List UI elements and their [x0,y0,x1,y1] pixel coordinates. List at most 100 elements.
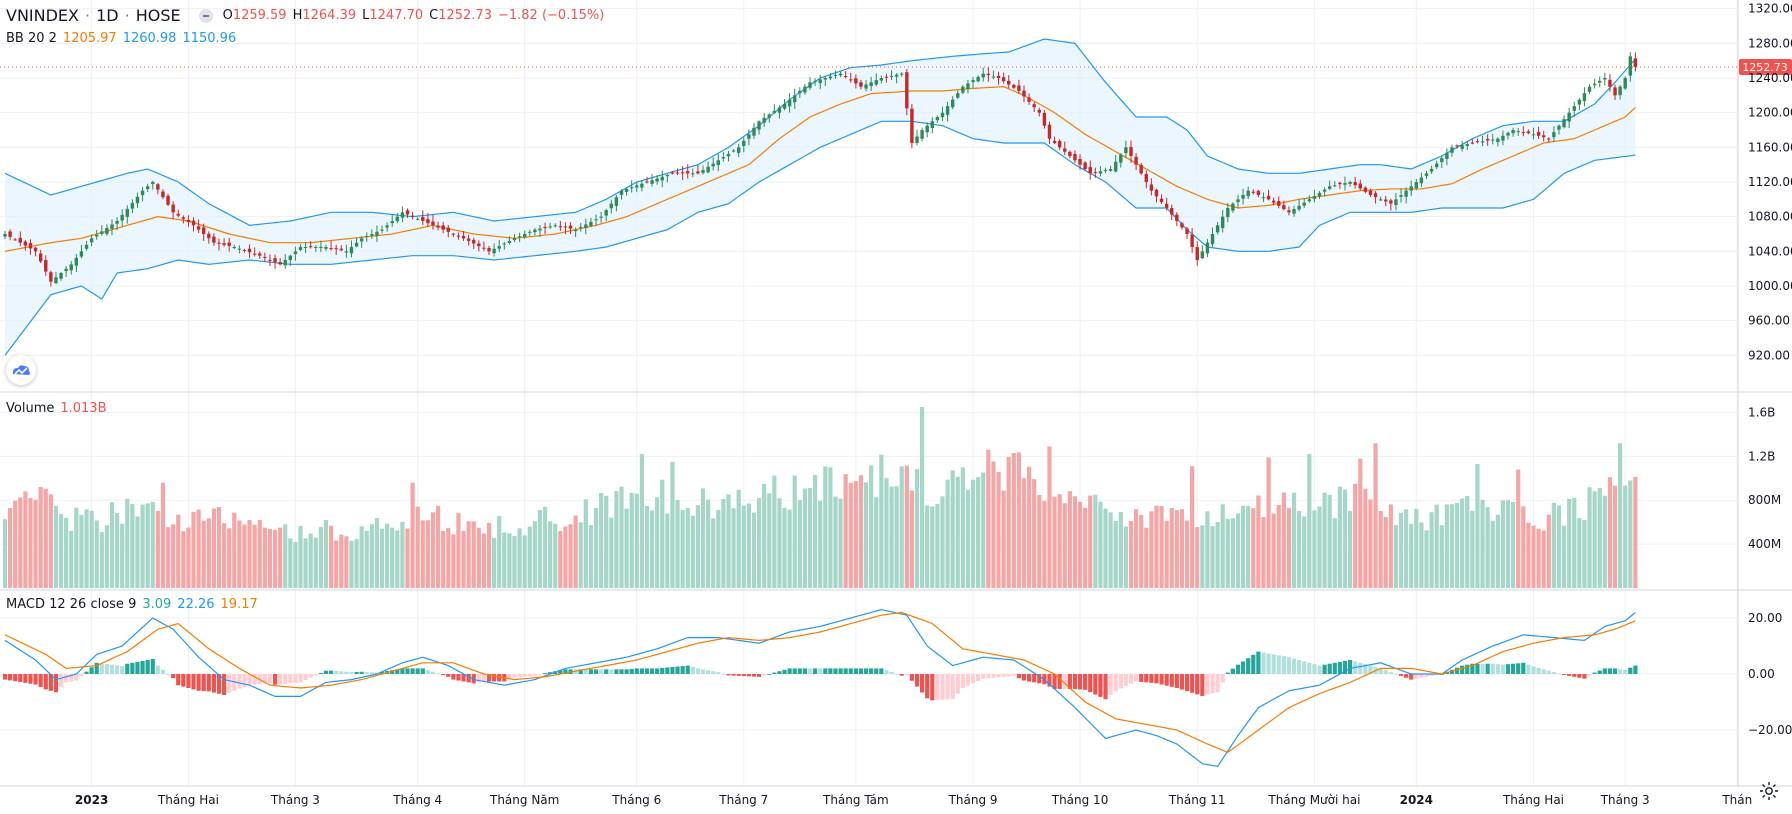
volume-bar [858,475,864,588]
candle [79,244,84,259]
candle-body [1491,139,1495,141]
candle-body [579,227,583,229]
candle-body [1215,225,1220,233]
bb-legend-name: BB 20 2 [6,31,57,46]
volume-bar [935,503,940,588]
candle [100,225,104,236]
volume-bar [1149,511,1154,588]
symbol-name[interactable]: VNINDEX [6,6,79,25]
gear-icon[interactable] [1758,780,1780,802]
bb-legend[interactable]: BB 20 2 1205.97 1260.98 1150.96 [6,31,236,46]
candle-body [227,242,231,246]
volume-bar [405,528,410,588]
candle [543,222,547,235]
candle-body [1501,135,1505,141]
volume-bar [1113,520,1118,588]
candle-body [747,134,751,139]
candle [1164,197,1169,211]
volume-bar [425,520,430,588]
macd-histogram-bar [981,674,986,679]
tradingview-cloud-icon[interactable] [6,355,36,385]
volume-bar [1297,510,1302,588]
symbol-interval[interactable]: 1D [96,6,119,25]
candle-body [1047,124,1052,139]
volume-bar [1083,507,1088,588]
candle-body [1516,131,1520,133]
candle-body [843,76,848,78]
candle [166,193,170,207]
candle [1577,97,1582,111]
candle-body [522,234,527,237]
candle [976,75,980,83]
macd-axis-label: 0.00 [1748,667,1775,681]
candle [456,232,461,240]
volume-bar [599,493,604,588]
candle-body [120,214,124,221]
candle [171,201,175,220]
candle [966,79,970,94]
candle [558,220,563,231]
volume-bar [1088,495,1093,588]
candle [1185,226,1189,240]
candle-body [787,99,792,107]
candle-body [395,216,400,222]
volume-bar [1271,513,1276,588]
macd-histogram-bar [1317,665,1322,674]
candle [1078,154,1082,170]
volume-bar [1516,469,1521,588]
volume-bar [1062,503,1067,588]
macd-histogram-bar [1001,674,1006,677]
volume-legend[interactable]: Volume 1.013B [6,401,107,416]
candle-body [1567,112,1571,122]
candle [635,181,639,193]
symbol-exchange[interactable]: HOSE [135,6,181,25]
candle [594,214,598,227]
candle-body [956,93,960,98]
candle-body [731,150,736,152]
macd-histogram-bar [721,673,726,675]
macd-legend[interactable]: MACD 12 26 close 9 3.09 22.26 19.17 [6,597,258,612]
candle-body [1282,205,1286,210]
volume-bar [970,479,976,588]
candle-body [354,242,359,247]
candle [838,71,843,78]
candle [293,246,298,261]
candle-body [981,73,985,78]
macd-histogram-bar [247,674,252,686]
macd-histogram-bar [430,671,436,674]
candle [1241,188,1245,205]
macd-histogram-bar [1633,665,1638,674]
volume-bar [308,533,313,588]
macd-histogram-bar [415,668,420,674]
macd-histogram-bar [1561,674,1567,675]
macd-histogram-bar [354,671,359,674]
candle [120,209,124,227]
macd-histogram-bar [186,674,191,688]
low-label: L [362,8,370,23]
candle-body [818,79,822,84]
volume-bar [1174,510,1179,588]
minus-pill-icon[interactable] [198,8,213,23]
candle-body [380,229,384,231]
volume-bar [354,538,359,588]
time-axis-label: Tháng 7 [718,793,768,807]
candle [84,241,89,251]
volume-bar [262,527,267,588]
candle [1394,192,1398,211]
candle-body [573,229,578,232]
volume-bar [99,532,104,588]
macd-histogram-bar [1475,663,1480,674]
macd-histogram-bar [1093,674,1098,695]
candle-body [1073,154,1077,161]
macd-histogram-bar [853,668,858,674]
volume-bar [1016,452,1022,588]
candle [334,244,338,255]
candle-body [1384,199,1388,202]
volume-bar [283,524,288,588]
macd-histogram-bar [374,672,380,674]
macd-histogram-bar [1618,669,1623,674]
candle-body [339,248,343,251]
candle [1195,241,1199,266]
candle-body [859,82,863,87]
